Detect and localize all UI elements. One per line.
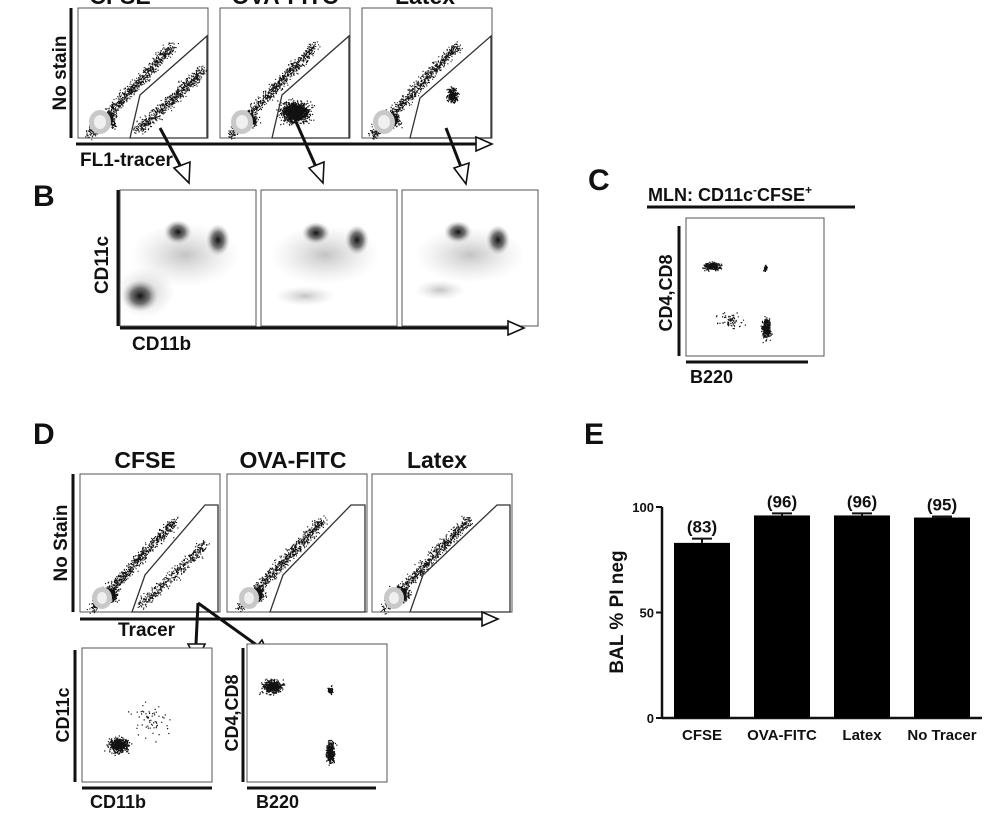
bar-0 bbox=[674, 542, 730, 718]
panel-d-sub1-plot bbox=[81, 647, 213, 783]
panel-a-density-dots bbox=[85, 41, 463, 141]
panel-d-sub1-y-label: CD11c bbox=[53, 687, 73, 742]
bar-2 bbox=[834, 515, 890, 718]
panel-d-density-dots bbox=[86, 515, 473, 615]
panel-a-arrow-1 bbox=[158, 127, 183, 168]
data-label-0: (83) bbox=[687, 518, 717, 537]
x-tick-label-1: OVA-FITC bbox=[747, 727, 817, 744]
panel-a-col-1: CFSE bbox=[89, 0, 150, 9]
panel-d-sub1-x-label: CD11b bbox=[90, 792, 146, 812]
data-label-2: (96) bbox=[847, 492, 877, 511]
panel-c-title: MLN: CD11c-CFSE+ bbox=[648, 183, 812, 205]
panel-a-row-label: No stain bbox=[50, 36, 71, 111]
panel-d-col-1: CFSE bbox=[114, 447, 175, 473]
panel-c-dots bbox=[702, 261, 773, 344]
panel-c-plot bbox=[685, 217, 825, 357]
panel-a-x-label: FL1-tracer bbox=[80, 150, 174, 171]
panel-d-col-3: Latex bbox=[407, 447, 467, 473]
panel-d-col-2: OVA-FITC bbox=[240, 447, 347, 473]
panel-d-letter: D bbox=[33, 418, 55, 451]
panel-d-gate-3 bbox=[409, 504, 511, 613]
panel-b-letter: B bbox=[33, 180, 55, 213]
panel-a-arrowhead-2 bbox=[307, 160, 325, 185]
panel-d-sub2-x-label: B220 bbox=[256, 792, 299, 812]
panel-d-arrow-2-stem bbox=[197, 601, 259, 648]
panel-c-letter: C bbox=[588, 164, 610, 197]
panel-a-arrowhead-3 bbox=[452, 161, 470, 187]
y-tick-label-2: 100 bbox=[632, 500, 654, 515]
panel-b-y-label: CD11c bbox=[92, 236, 113, 295]
panel-c: C MLN: CD11c-CFSE+ CD4,CD8 B220 bbox=[588, 164, 855, 387]
panel-a-gate-2 bbox=[271, 34, 350, 139]
panel-e-letter: E bbox=[584, 418, 604, 451]
panel-d-gate-1 bbox=[131, 504, 219, 613]
panel-a-gate-3 bbox=[409, 34, 492, 139]
panel-d-row-label: No Stain bbox=[51, 504, 72, 581]
bar-3 bbox=[914, 517, 970, 718]
panel-e: E BAL % PI neg 0 50 100 (83) CFSE (96) OVA-FIT… bbox=[584, 418, 982, 744]
panel-d-x-label: Tracer bbox=[118, 620, 176, 641]
x-tick-label-3: No Tracer bbox=[907, 727, 976, 744]
panel-b-x-arrowhead bbox=[507, 319, 526, 337]
panel-d-sub2-y-label: CD4,CD8 bbox=[222, 674, 242, 751]
panel-a-arrow-2 bbox=[291, 114, 318, 168]
y-tick-label-1: 50 bbox=[640, 606, 654, 621]
panel-b: B CD11c CD11b bbox=[33, 180, 539, 355]
bar-chart: 0 50 100 (83) CFSE (96) OVA-FITC (96) Latex (95) N… bbox=[632, 492, 982, 744]
panel-d-x-arrowhead bbox=[481, 610, 500, 628]
panel-c-y-label: CD4,CD8 bbox=[656, 254, 676, 331]
panel-a-col-3: Latex bbox=[395, 0, 455, 9]
panel-a-col-2: OVA-FITC bbox=[232, 0, 339, 9]
panel-b-x-label: CD11b bbox=[132, 334, 191, 355]
y-tick-label-0: 0 bbox=[647, 711, 654, 726]
panel-a-x-arrowhead bbox=[475, 135, 494, 153]
panel-d-arrow-1-stem bbox=[194, 602, 200, 645]
panel-d-sub2-plot bbox=[246, 643, 388, 783]
panel-a-gate-1 bbox=[129, 34, 208, 139]
data-label-1: (96) bbox=[767, 492, 797, 511]
panel-d-gate-2 bbox=[269, 504, 366, 613]
panel-c-x-label: B220 bbox=[690, 367, 733, 387]
panel-d: D CFSE OVA-FITC Latex No Stain Tracer CD… bbox=[33, 418, 513, 812]
panel-b-contours bbox=[115, 220, 525, 318]
panel-a-arrowhead-1 bbox=[172, 160, 191, 185]
x-tick-label-0: CFSE bbox=[682, 727, 722, 744]
bar-1 bbox=[754, 515, 810, 718]
panel-a-arrow-3 bbox=[444, 127, 463, 168]
panel-e-y-label: BAL % PI neg bbox=[607, 550, 628, 673]
panel-d-sub-dots bbox=[104, 678, 338, 766]
x-tick-label-2: Latex bbox=[842, 727, 882, 744]
data-label-3: (95) bbox=[927, 495, 957, 514]
panel-a: CFSE OVA-FITC Latex No stain FL1-tracer bbox=[50, 0, 494, 187]
